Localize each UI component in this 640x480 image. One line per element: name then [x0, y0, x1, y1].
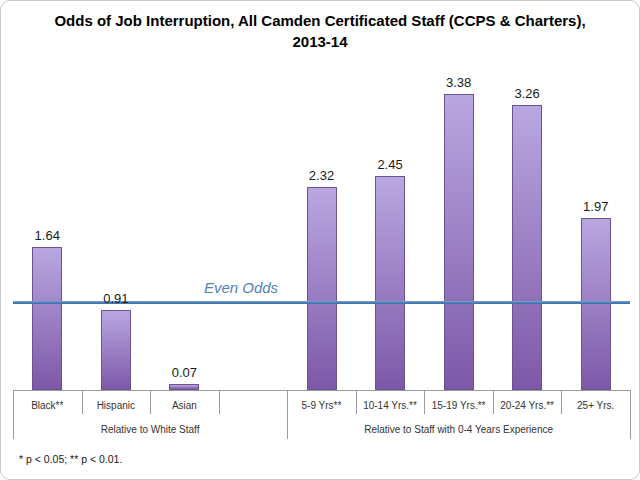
slide: Odds of Job Interruption, All Camden Cer…	[0, 0, 640, 480]
bar-20-24-yrs	[512, 105, 542, 390]
category-label-25+-yrs: 25+ Yrs.	[561, 395, 630, 415]
group-label-relative-to-staff-with-0-4-years-experience: Relative to Staff with 0-4 Years Experie…	[287, 419, 630, 439]
bar-10-14-yrs	[375, 176, 405, 390]
significance-footnote: * p < 0.05; ** p < 0.01.	[19, 453, 122, 465]
value-label-10-14-yrs: 2.45	[360, 157, 420, 173]
category-label-asian: Asian	[150, 395, 219, 415]
category-label-5-9-yrs: 5-9 Yrs**	[287, 395, 356, 415]
x-axis-line	[13, 390, 630, 391]
bar-asian	[169, 384, 199, 390]
value-label-5-9-yrs: 2.32	[292, 168, 352, 184]
value-label-20-24-yrs: 3.26	[497, 86, 557, 102]
category-label-black: Black**	[13, 395, 82, 415]
value-label-15-19-yrs: 3.38	[429, 75, 489, 91]
value-label-asian: 0.07	[154, 365, 214, 381]
category-label-10-14-yrs: 10-14 Yrs.**	[356, 395, 425, 415]
chart-title: Odds of Job Interruption, All Camden Cer…	[36, 10, 604, 52]
bar-5-9-yrs	[307, 187, 337, 390]
value-label-25+-yrs: 1.97	[566, 199, 626, 215]
bar-black	[32, 247, 62, 391]
value-label-hispanic: 0.91	[86, 291, 146, 307]
category-label-20-24-yrs: 20-24 Yrs.**	[493, 395, 562, 415]
group-label-relative-to-white-staff: Relative to White Staff	[13, 419, 287, 439]
bar-chart: Even Odds 1.64 Black** 0.91 Hispanic0.07 Asi…	[13, 61, 630, 456]
value-label-black: 1.64	[17, 228, 77, 244]
bar-hispanic	[101, 310, 131, 390]
bar-15-19-yrs	[444, 94, 474, 390]
category-label-15-19-yrs: 15-19 Yrs.**	[424, 395, 493, 415]
category-label-hispanic: Hispanic	[82, 395, 151, 415]
category-label-empty	[219, 395, 288, 415]
even-odds-annotation: Even Odds	[193, 279, 289, 296]
bar-25+-yrs	[581, 218, 611, 390]
group-separator-tick	[630, 390, 631, 439]
